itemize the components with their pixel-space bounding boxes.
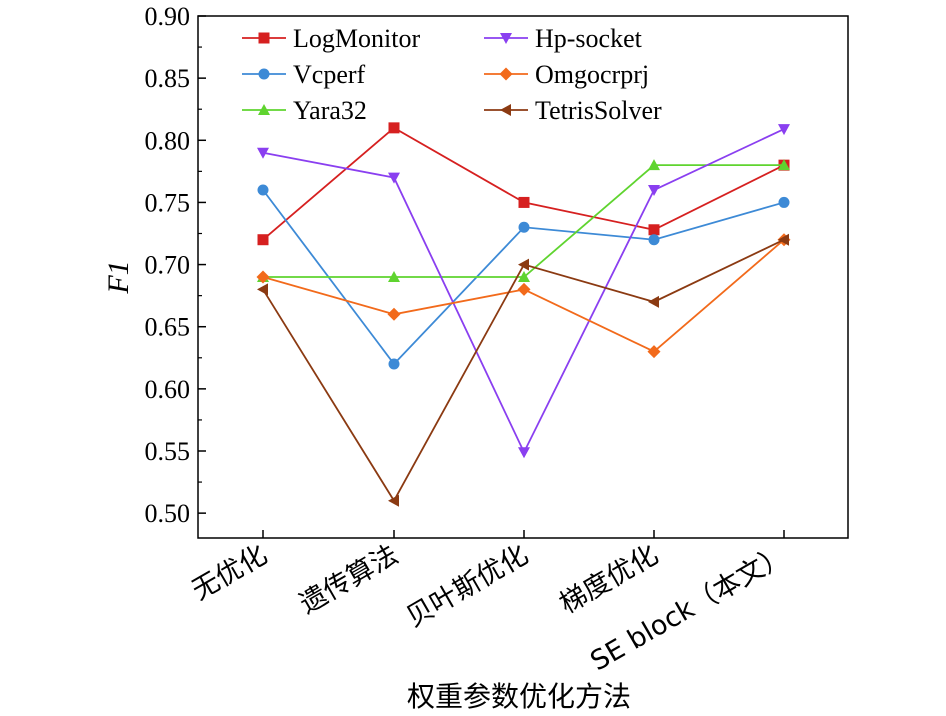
series-line xyxy=(263,164,784,278)
legend-item: Vcperf xyxy=(242,60,366,89)
y-tick-label: 0.75 xyxy=(145,188,191,217)
y-tick-label: 0.60 xyxy=(145,375,191,404)
x-tick-label: 遗传算法 xyxy=(294,539,403,620)
series-TetrisSolver xyxy=(257,233,789,507)
data-point xyxy=(517,282,531,296)
data-point xyxy=(648,224,660,236)
y-axis-title: F1 xyxy=(102,260,135,294)
x-tick-label: 梯度优化 xyxy=(554,539,663,620)
data-point xyxy=(518,221,530,233)
data-point xyxy=(778,159,790,171)
data-point xyxy=(257,234,269,246)
data-point xyxy=(648,185,660,196)
y-tick-label: 0.85 xyxy=(145,64,191,93)
legend-item: Hp-socket xyxy=(484,24,643,53)
legend-label: Yara32 xyxy=(293,96,367,125)
data-point xyxy=(778,124,790,136)
data-point xyxy=(256,270,270,284)
data-point xyxy=(258,104,270,115)
data-point xyxy=(388,172,400,184)
data-point xyxy=(387,307,401,321)
y-tick-label: 0.55 xyxy=(145,437,191,466)
x-axis-title: 权重参数优化方法 xyxy=(407,680,631,713)
data-point xyxy=(518,271,530,282)
data-point xyxy=(518,447,530,459)
data-point xyxy=(388,358,400,370)
legend-item: TetrisSolver xyxy=(484,96,662,125)
data-point xyxy=(778,196,790,208)
data-point xyxy=(500,104,511,116)
legend-item: LogMonitor xyxy=(242,24,420,53)
legend-item: Omgocrprj xyxy=(484,60,649,89)
legend: LogMonitor Vcperf Yara32 Hp-socket Omgocrprj… xyxy=(242,24,662,125)
series-line xyxy=(262,239,785,353)
y-tick-label: 0.80 xyxy=(145,126,191,155)
data-point xyxy=(518,258,529,271)
data-point xyxy=(257,283,268,296)
series-Omgocrprj xyxy=(256,233,791,359)
data-point xyxy=(257,184,269,196)
legend-label: Hp-socket xyxy=(535,24,643,53)
data-point xyxy=(648,295,659,308)
data-point xyxy=(388,494,399,507)
plot-frame xyxy=(197,15,849,539)
data-point xyxy=(499,67,513,81)
x-tick-label: 无优化 xyxy=(187,539,273,606)
data-point xyxy=(388,122,400,134)
y-axis: 0.50 0.55 0.60 0.65 0.70 0.75 0.80 0.85 0.90 xyxy=(145,2,206,528)
legend-label: LogMonitor xyxy=(293,24,420,53)
series-Hp-socket xyxy=(257,124,790,459)
data-point xyxy=(258,32,270,44)
legend-label: TetrisSolver xyxy=(535,96,662,125)
legend-label: Omgocrprj xyxy=(535,60,649,89)
data-point xyxy=(258,68,270,80)
x-tick-label: 贝叶斯优化 xyxy=(401,539,533,633)
data-point xyxy=(257,147,269,159)
series-group xyxy=(256,122,791,507)
data-point xyxy=(518,196,530,208)
data-point xyxy=(388,271,400,282)
legend-item: Yara32 xyxy=(242,96,367,125)
series-Vcperf xyxy=(257,184,790,370)
data-point xyxy=(648,234,660,246)
data-point xyxy=(648,159,660,171)
y-tick-label: 0.70 xyxy=(145,251,191,280)
data-point xyxy=(647,345,661,359)
y-tick-label: 0.65 xyxy=(145,313,191,342)
data-point xyxy=(778,233,789,246)
y-tick-label: 0.50 xyxy=(145,499,191,528)
legend-label: Vcperf xyxy=(293,60,366,89)
y-tick-label: 0.90 xyxy=(145,2,191,31)
data-point xyxy=(500,33,512,44)
